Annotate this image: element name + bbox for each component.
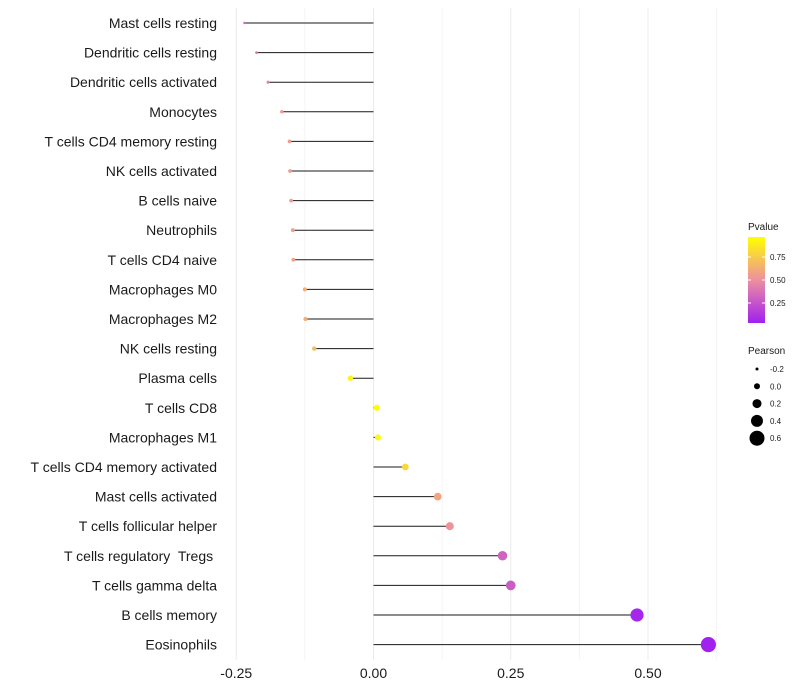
category-label: Macrophages M2 [109,311,217,327]
size-legend-point [749,430,765,446]
lollipop-point [630,608,644,622]
colorbar-tick-label: 0.75 [770,253,786,262]
size-legend-point [752,399,762,409]
size-legend-point [755,367,759,371]
pvalue-legend: Pvalue 0.75 0.50 0.25 [748,222,786,323]
category-label: Monocytes [149,104,217,120]
category-label: NK cells activated [106,163,217,179]
category-label: Macrophages M1 [109,429,217,445]
category-label: T cells regulatory Tregs [64,548,217,564]
lollipop-point [445,522,454,531]
lollipop-point [374,434,381,441]
lollipop-point [290,228,295,233]
lollipop-point [700,637,716,653]
lollipop-point [505,580,516,591]
category-label: B cells memory [121,607,217,623]
x-tick-label: -0.25 [220,665,252,681]
lollipop-point [291,257,296,262]
lollipop-point [266,80,270,84]
category-label: T cells CD4 memory resting [45,133,217,149]
size-legend-label: 0.6 [770,434,782,443]
colorbar-tick-label: 0.50 [770,276,786,285]
category-label: Macrophages M0 [109,281,217,297]
category-axis-labels: Mast cells resting Dendritic cells restin… [31,15,218,653]
x-tick-label: 0.00 [360,665,387,681]
category-label: NK cells resting [120,341,217,357]
lollipop-dots [243,21,716,653]
category-label: T cells CD4 memory activated [31,459,217,475]
category-label: Mast cells activated [95,489,217,505]
category-label: T cells CD8 [145,400,217,416]
lollipop-point [433,492,442,501]
lollipop-point [243,21,246,25]
lollipop-point [303,316,308,322]
size-legend-point [754,383,760,390]
category-label: Dendritic cells resting [84,45,217,61]
pearson-legend-title: Pearson [748,346,785,357]
category-label: Plasma cells [138,370,217,386]
size-legend-label: 0.4 [770,417,782,426]
category-label: T cells CD4 naive [108,252,218,268]
lollipop-point [401,463,409,471]
lollipop-point [347,375,354,381]
lollipop-point [287,139,292,144]
category-label: Neutrophils [146,222,217,238]
lollipop-point [289,198,294,203]
lollipop-point [373,404,380,411]
colorbar-tick-label: 0.25 [770,299,786,308]
category-label: T cells gamma delta [92,577,217,593]
category-label: Mast cells resting [109,15,217,31]
pvalue-colorbar [748,237,765,323]
lollipop-point [497,551,508,561]
lollipop-point [312,346,317,351]
pearson-legend: Pearson -0.2 0.0 0.2 0.4 0.6 [748,346,785,446]
lollipop-point [280,110,284,114]
pvalue-legend-title: Pvalue [748,222,779,233]
category-label: Eosinophils [145,637,217,653]
lollipop-point [302,287,307,292]
category-label: B cells naive [138,193,217,209]
lollipop-point [255,51,258,54]
category-label: T cells follicular helper [79,518,218,534]
size-legend-label: -0.2 [770,365,784,374]
x-axis-tick-labels: -0.25 0.00 0.25 0.50 [220,665,662,681]
size-legend-point [751,414,763,427]
grid-lines [235,8,717,660]
size-legend-label: 0.0 [770,382,782,391]
size-legend-label: 0.2 [770,400,782,409]
category-label: Dendritic cells activated [70,74,217,90]
lollipop-point [288,169,292,173]
x-tick-label: 0.50 [634,665,661,681]
x-tick-label: 0.25 [497,665,524,681]
lollipop-stems [244,22,709,646]
